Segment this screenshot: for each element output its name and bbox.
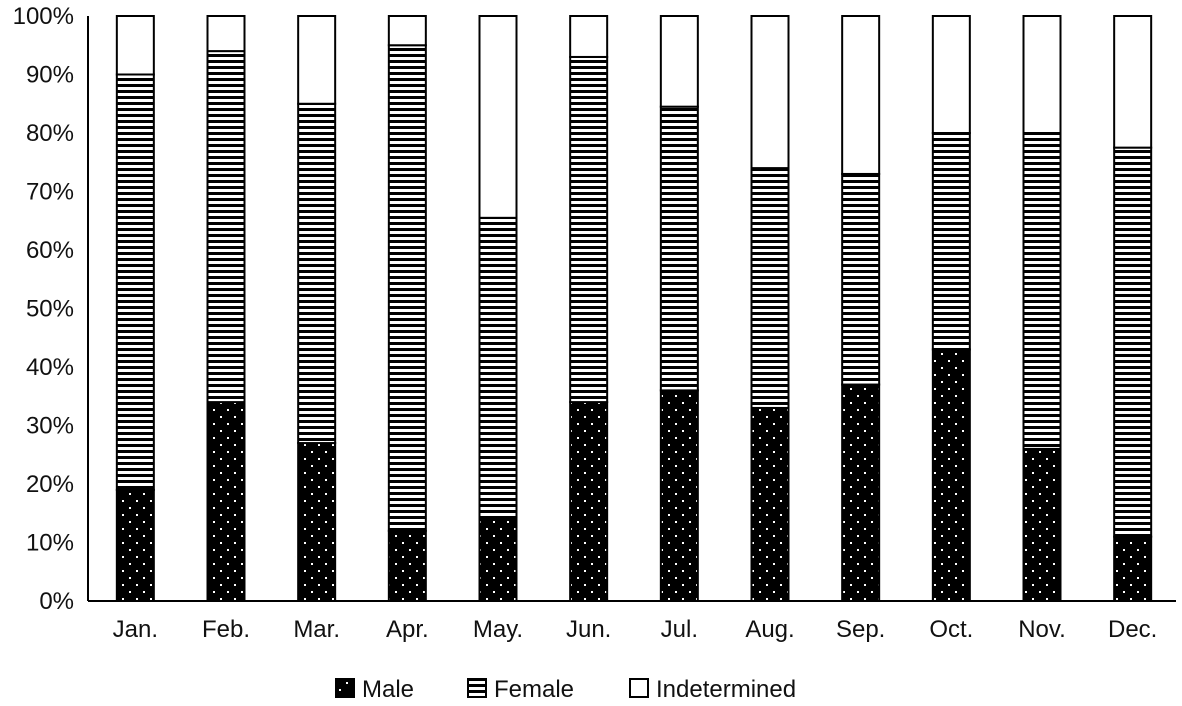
bar-segment-male <box>569 401 609 602</box>
bar-segment-indetermined <box>387 15 427 47</box>
bar-segment-male <box>478 518 518 602</box>
bar-segment-female <box>659 105 699 392</box>
y-tick-label: 50% <box>26 296 74 323</box>
bar-segment-indetermined <box>841 15 881 175</box>
bar-segment-indetermined <box>659 15 699 108</box>
x-tick-label: Sep. <box>836 616 885 643</box>
bar-segment-female <box>1113 146 1153 538</box>
bar-segment-indetermined <box>750 15 790 170</box>
bar-segment-female <box>206 50 246 404</box>
legend-swatch-male <box>335 678 355 698</box>
y-tick-label: 20% <box>26 471 74 498</box>
bar-segment-indetermined <box>297 15 337 105</box>
bar-segment-male <box>841 383 881 602</box>
bar-segment-female <box>841 172 881 386</box>
bars-layer <box>115 15 1153 603</box>
y-tick-label: 10% <box>26 530 74 557</box>
x-tick-label: Mar. <box>293 616 340 643</box>
x-tick-label: Nov. <box>1018 616 1066 643</box>
bar-segment-male <box>387 529 427 602</box>
y-tick-label: 100% <box>13 3 74 30</box>
bar-segment-male <box>1022 447 1062 602</box>
bar-segment-male <box>659 389 699 602</box>
y-tick-label: 70% <box>26 179 74 206</box>
bar-segment-indetermined <box>569 15 609 58</box>
bar-segment-male <box>1113 535 1153 603</box>
bar-segment-male <box>931 348 971 603</box>
x-tick-label: Aug. <box>745 616 794 643</box>
x-tick-label: Dec. <box>1108 616 1157 643</box>
bar-segment-male <box>115 488 155 603</box>
bar-segment-male <box>750 406 790 603</box>
bar-segment-female <box>297 102 337 445</box>
y-tick-label: 40% <box>26 354 74 381</box>
bar-segment-female <box>931 132 971 351</box>
bar-segment-male <box>206 401 246 602</box>
legend-swatch-indetermined <box>629 678 649 698</box>
legend-swatch-female <box>467 678 487 698</box>
y-tick-label: 80% <box>26 120 74 147</box>
legend: Male Female Indetermined <box>335 676 796 703</box>
bar-segment-male <box>297 442 337 602</box>
y-tick-label: 90% <box>26 62 74 89</box>
bar-segment-female <box>750 167 790 409</box>
x-tick-label: Feb. <box>202 616 250 643</box>
x-tick-label: May. <box>473 616 523 643</box>
bar-segment-indetermined <box>115 15 155 76</box>
bar-segment-female <box>115 73 155 491</box>
bar-segment-indetermined <box>1113 15 1153 149</box>
bar-segment-indetermined <box>1022 15 1062 134</box>
y-tick-label: 60% <box>26 237 74 264</box>
bar-segment-female <box>478 216 518 521</box>
bar-segment-female <box>387 44 427 532</box>
y-tick-label: 0% <box>39 588 74 615</box>
legend-label-indetermined: Indetermined <box>656 676 796 701</box>
x-tick-label: Jul. <box>661 616 698 643</box>
bar-segment-female <box>1022 132 1062 450</box>
x-tick-label: Apr. <box>386 616 429 643</box>
bar-segment-indetermined <box>478 15 518 219</box>
labels-layer: 0% 10% 20% 30% 40% 50% 60% 70% 80% 90% 100% Jan. Feb… <box>13 3 1158 643</box>
x-tick-label: Jun. <box>566 616 611 643</box>
legend-label-male: Male <box>362 676 414 701</box>
bar-segment-female <box>569 55 609 404</box>
y-tick-label: 30% <box>26 413 74 440</box>
axes-layer <box>87 16 1176 602</box>
bar-segment-indetermined <box>931 15 971 134</box>
bar-segment-indetermined <box>206 15 246 53</box>
x-tick-label: Oct. <box>929 616 973 643</box>
x-tick-label: Jan. <box>113 616 158 643</box>
legend-label-female: Female <box>494 676 574 701</box>
